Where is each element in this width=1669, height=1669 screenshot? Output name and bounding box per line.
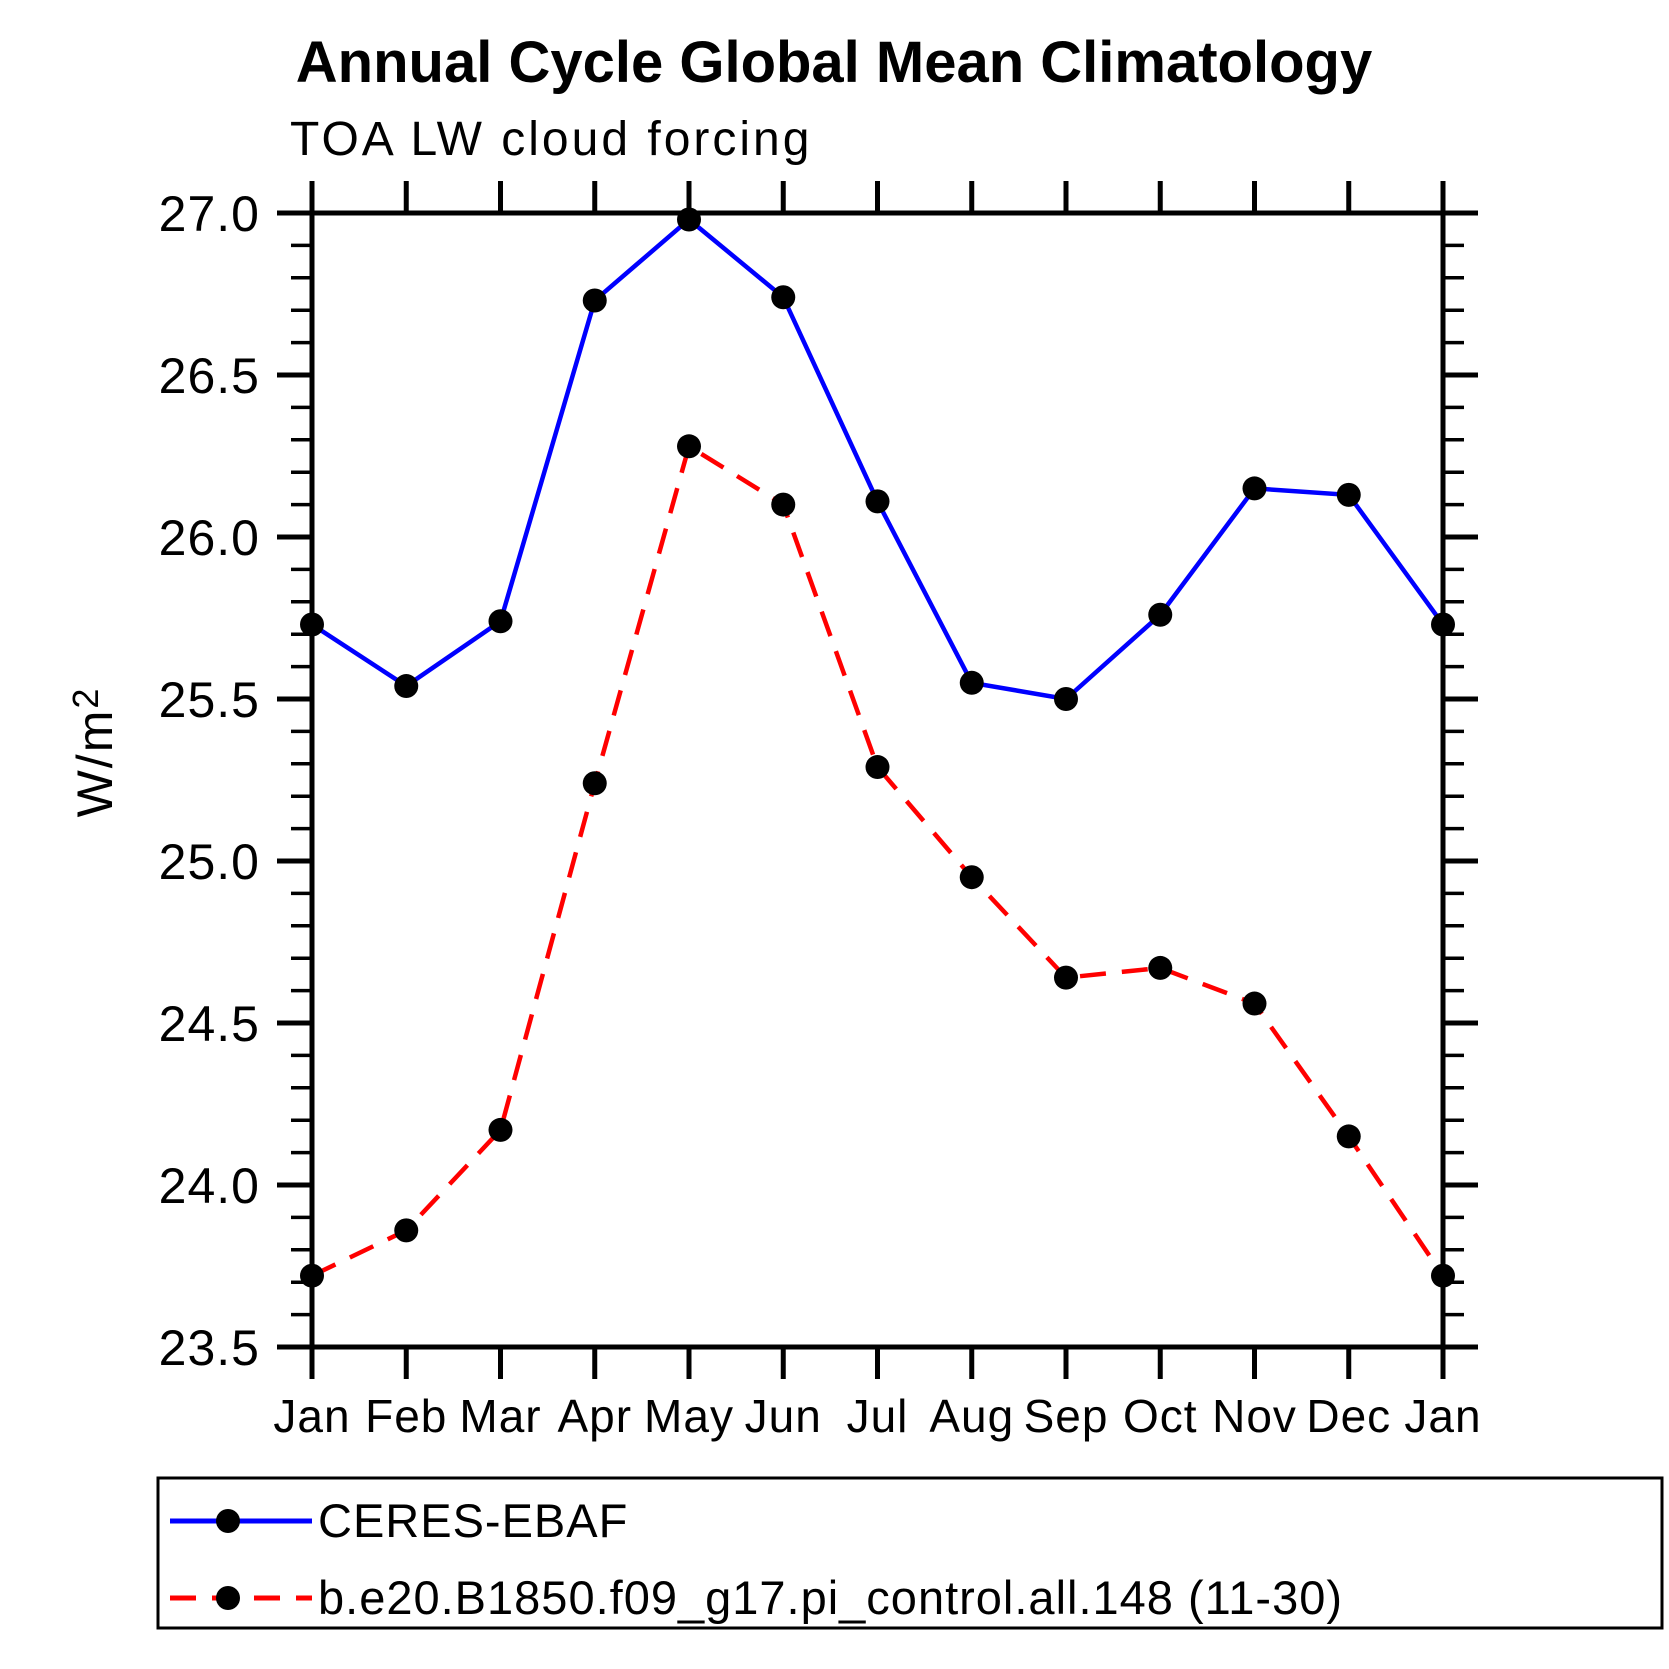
y-tick-label: 26.0	[159, 510, 260, 566]
y-axis-label-superscript: 2	[65, 687, 106, 709]
data-point-marker	[771, 285, 796, 310]
plot-series	[300, 207, 1455, 1288]
chart-subtitle: TOA LW cloud forcing	[290, 113, 812, 166]
x-tick-label: Aug	[929, 1390, 1014, 1442]
x-tick-label: Jul	[847, 1390, 909, 1442]
data-point-marker	[582, 771, 607, 796]
legend: CERES-EBAF b.e20.B1850.f09_g17.pi_contro…	[156, 1476, 1664, 1630]
x-tick-label: Sep	[1024, 1390, 1109, 1442]
data-point-marker	[488, 1117, 513, 1142]
legend-label-ceres: CERES-EBAF	[318, 1494, 628, 1547]
legend-label-model: b.e20.B1850.f09_g17.pi_control.all.148 (…	[318, 1571, 1343, 1624]
data-point-marker	[959, 865, 984, 890]
data-point-marker	[959, 670, 984, 695]
y-axis-label-base: W/m	[67, 709, 123, 818]
x-tick-label: Jun	[745, 1390, 822, 1442]
y-tick-label: 23.5	[159, 1320, 260, 1376]
y-tick-label: 25.5	[159, 672, 260, 728]
series-line-ceres	[310, 216, 1445, 702]
data-point-marker	[865, 755, 890, 780]
legend-entry-model: b.e20.B1850.f09_g17.pi_control.all.148 (…	[170, 1571, 1343, 1624]
x-tick-label: Jan	[1404, 1390, 1481, 1442]
x-tick-label: Jan	[273, 1390, 350, 1442]
data-point-marker	[1242, 476, 1267, 501]
data-point-marker	[1242, 991, 1267, 1016]
plot-frame	[309, 210, 1446, 1350]
y-tick-label: 26.5	[159, 348, 260, 404]
data-point-marker	[1336, 1124, 1361, 1149]
y-tick-label: 24.0	[159, 1158, 260, 1214]
data-point-marker	[771, 492, 796, 517]
x-tick-label: Oct	[1123, 1390, 1198, 1442]
x-tick-label: May	[644, 1390, 734, 1442]
legend-box	[156, 1476, 1664, 1630]
y-tick-label: 25.0	[159, 834, 260, 890]
data-point-marker	[1148, 602, 1173, 627]
data-point-marker	[1336, 482, 1361, 507]
x-tick-label: Mar	[459, 1390, 541, 1442]
y-axis-label: W/m2	[65, 687, 123, 818]
legend-marker-dot	[216, 1509, 240, 1533]
y-tick-label: 27.0	[159, 186, 260, 242]
legend-marker-dot	[216, 1586, 240, 1610]
data-point-marker	[677, 434, 701, 459]
x-tick-label: Apr	[557, 1390, 632, 1442]
x-tick-label: Nov	[1212, 1390, 1297, 1442]
data-point-marker	[394, 674, 419, 699]
data-point-marker	[582, 288, 607, 313]
data-point-marker	[865, 489, 890, 514]
data-point-marker	[488, 609, 513, 634]
x-tick-label: Feb	[365, 1390, 447, 1442]
x-tick-label: Dec	[1306, 1390, 1391, 1442]
data-point-marker	[1054, 687, 1078, 711]
axis-ticks	[277, 181, 1478, 1379]
chart-title: Annual Cycle Global Mean Climatology	[296, 30, 1372, 95]
legend-entry-ceres: CERES-EBAF	[170, 1494, 628, 1547]
data-point-marker	[1054, 965, 1078, 990]
data-point-marker	[1148, 955, 1173, 980]
series-line-model	[311, 442, 1445, 1278]
y-tick-label: 24.5	[159, 996, 260, 1052]
data-point-marker	[394, 1218, 419, 1243]
